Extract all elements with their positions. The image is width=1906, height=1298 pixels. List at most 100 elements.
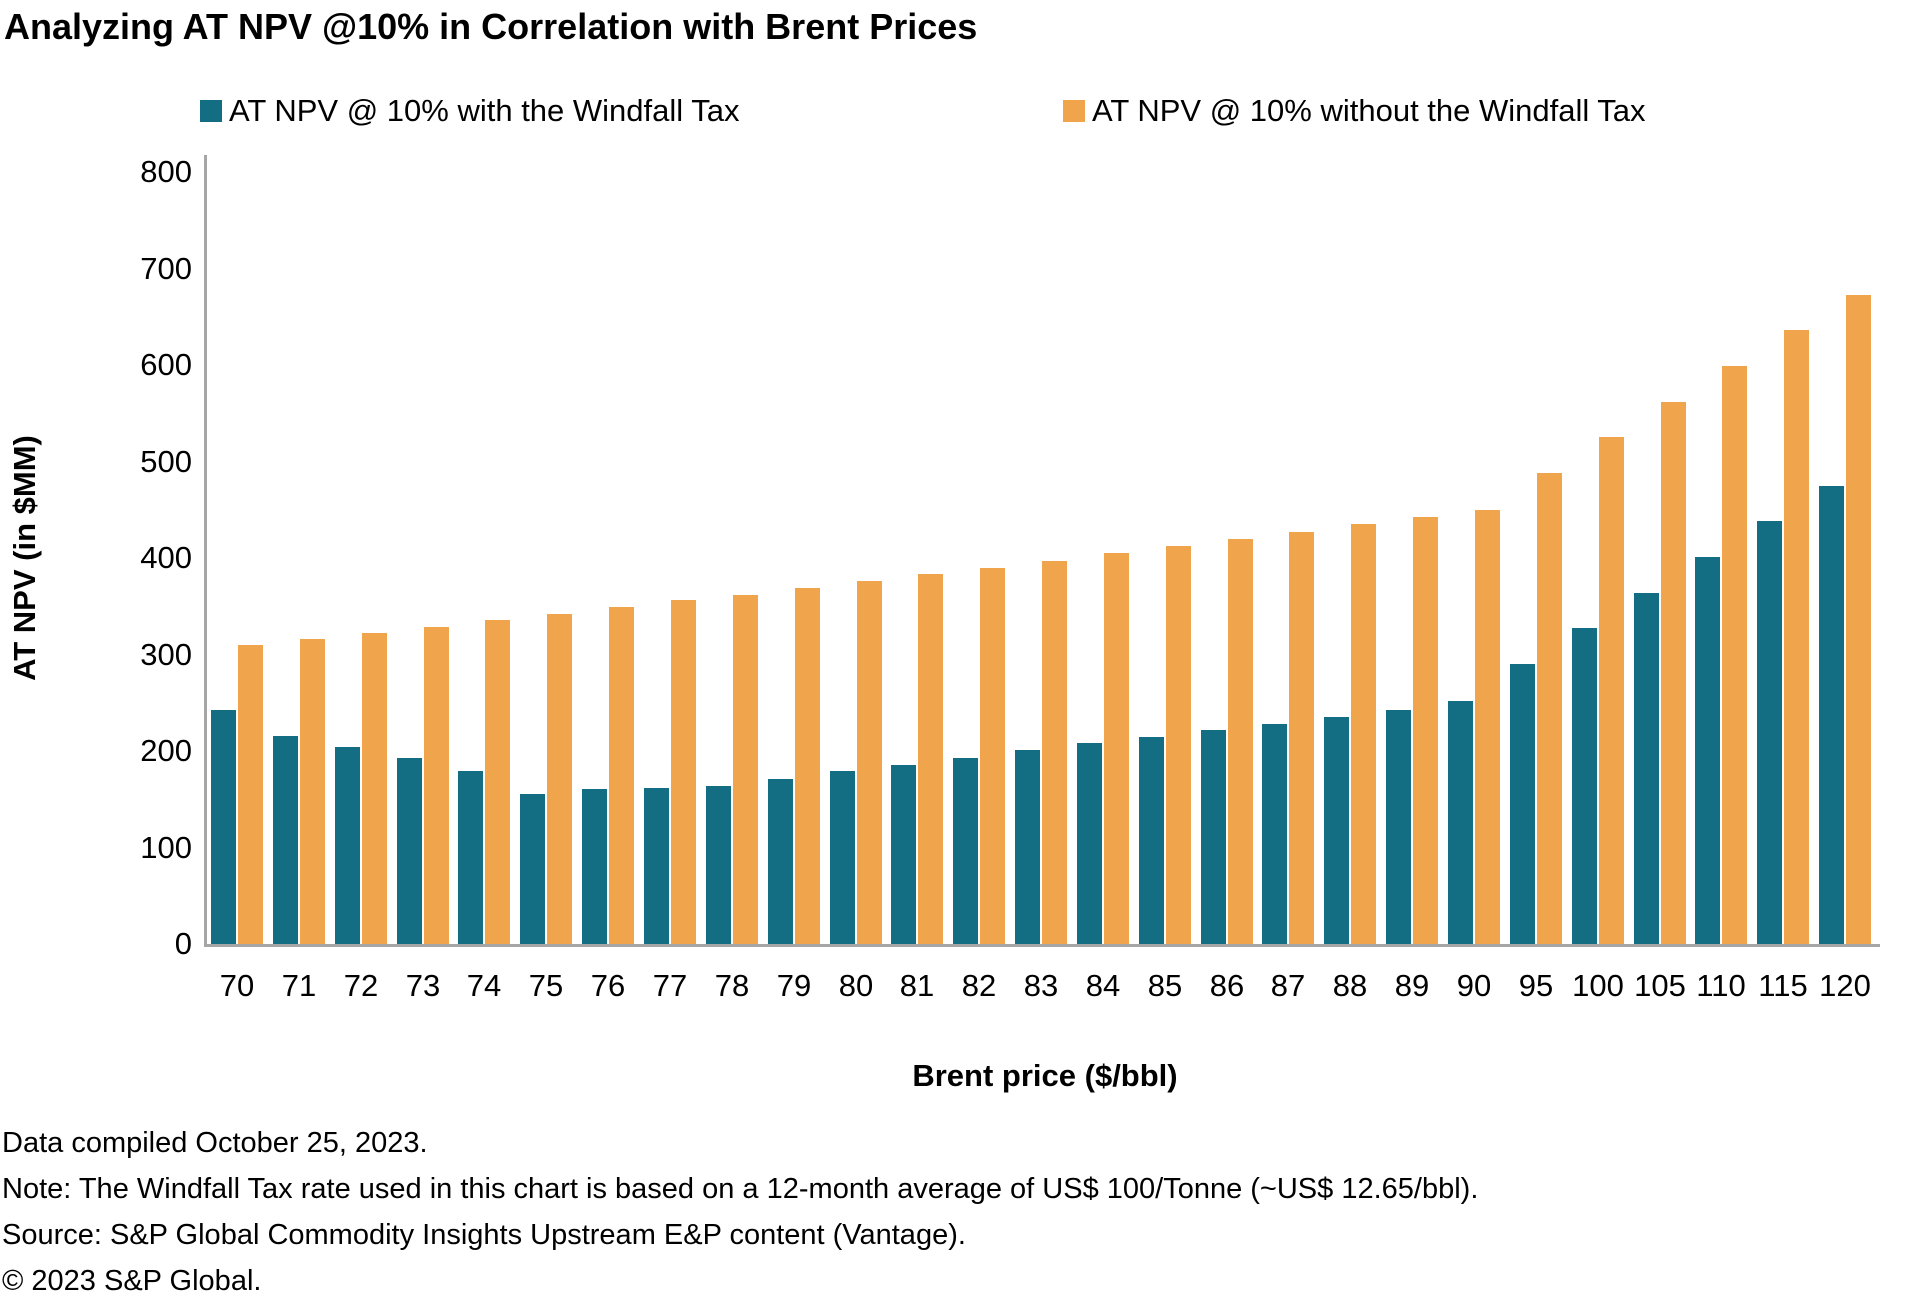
bar-without-tax-85 [1166,546,1191,944]
y-tick-300: 300 [140,637,192,672]
x-tick-82: 82 [961,968,997,1003]
legend-item-without-tax: AT NPV @ 10% without the Windfall Tax [1063,93,1646,128]
bar-without-tax-71 [300,639,325,944]
legend-label-with-tax: AT NPV @ 10% with the Windfall Tax [229,93,740,128]
bar-without-tax-75 [547,614,572,944]
x-tick-71: 71 [281,968,317,1003]
bar-without-tax-110 [1722,366,1747,944]
y-axis-line [204,155,207,947]
bar-with-tax-105 [1634,593,1659,944]
legend-item-with-tax: AT NPV @ 10% with the Windfall Tax [200,93,740,128]
bar-without-tax-77 [671,600,696,944]
footer-copyright: © 2023 S&P Global. [2,1265,262,1297]
bar-with-tax-110 [1695,557,1720,944]
x-tick-90: 90 [1456,968,1492,1003]
y-tick-500: 500 [140,444,192,479]
bar-with-tax-74 [458,771,483,944]
bar-without-tax-90 [1475,510,1500,944]
bar-without-tax-120 [1846,295,1871,944]
y-tick-100: 100 [140,830,192,865]
bar-without-tax-84 [1104,553,1129,944]
x-tick-95: 95 [1518,968,1554,1003]
chart-title: Analyzing AT NPV @10% in Correlation wit… [4,6,978,47]
footer-source: Source: S&P Global Commodity Insights Up… [2,1219,966,1251]
x-tick-100: 100 [1572,968,1624,1003]
y-tick-200: 200 [140,733,192,768]
x-tick-72: 72 [343,968,379,1003]
x-tick-88: 88 [1332,968,1368,1003]
bar-without-tax-87 [1289,532,1314,944]
x-tick-73: 73 [405,968,441,1003]
footer-notes: Data compiled October 25, 2023. Note: Th… [2,1120,1478,1298]
x-tick-77: 77 [652,968,688,1003]
bar-with-tax-83 [1015,750,1040,944]
x-tick-120: 120 [1819,968,1871,1003]
y-tick-600: 600 [140,347,192,382]
bar-without-tax-79 [795,588,820,944]
x-axis-baseline [204,944,1880,947]
bar-with-tax-87 [1262,724,1287,944]
bar-without-tax-80 [857,581,882,944]
bar-without-tax-86 [1228,539,1253,944]
bar-with-tax-115 [1757,521,1782,944]
bar-without-tax-100 [1599,437,1624,944]
bar-with-tax-84 [1077,743,1102,944]
bar-with-tax-80 [830,771,855,944]
x-tick-86: 86 [1209,968,1245,1003]
bar-with-tax-73 [397,758,422,944]
x-tick-70: 70 [219,968,255,1003]
x-tick-78: 78 [714,968,750,1003]
legend-swatch-with-tax [200,100,222,122]
x-tick-76: 76 [590,968,626,1003]
x-tick-74: 74 [466,968,502,1003]
bar-with-tax-90 [1448,701,1473,944]
bar-without-tax-73 [424,627,449,944]
x-tick-79: 79 [776,968,812,1003]
bar-with-tax-95 [1510,664,1535,944]
bar-without-tax-115 [1784,330,1809,944]
bar-with-tax-70 [211,710,236,944]
y-tick-400: 400 [140,540,192,575]
x-axis-title: Brent price ($/bbl) [912,1058,1178,1093]
bar-with-tax-79 [768,779,793,944]
bar-without-tax-70 [238,645,263,944]
bar-with-tax-77 [644,788,669,944]
legend: AT NPV @ 10% with the Windfall Tax AT NP… [0,93,1906,128]
bar-without-tax-95 [1537,473,1562,944]
y-axis-title: AT NPV (in $MM) [7,435,42,681]
y-tick-700: 700 [140,251,192,286]
x-tick-85: 85 [1147,968,1183,1003]
x-tick-83: 83 [1023,968,1059,1003]
bar-with-tax-88 [1324,717,1349,944]
x-tick-110: 110 [1696,968,1746,1003]
bar-without-tax-81 [918,574,943,944]
legend-label-without-tax: AT NPV @ 10% without the Windfall Tax [1092,93,1646,128]
bar-with-tax-82 [953,758,978,944]
bar-without-tax-83 [1042,561,1067,944]
bar-with-tax-86 [1201,730,1226,944]
y-tick-800: 800 [140,154,192,189]
bar-with-tax-71 [273,736,298,944]
bar-with-tax-72 [335,747,360,944]
bar-without-tax-88 [1351,524,1376,944]
bar-with-tax-75 [520,794,545,944]
x-tick-80: 80 [838,968,874,1003]
bar-without-tax-72 [362,633,387,944]
bar-without-tax-89 [1413,517,1438,944]
bar-with-tax-76 [582,789,607,944]
bar-with-tax-81 [891,765,916,944]
footer-note: Note: The Windfall Tax rate used in this… [2,1173,1479,1205]
y-tick-0: 0 [174,926,192,961]
x-tick-81: 81 [899,968,935,1003]
bar-with-tax-78 [706,786,731,944]
x-tick-75: 75 [528,968,564,1003]
bar-without-tax-74 [485,620,510,944]
bar-without-tax-76 [609,607,634,944]
x-tick-115: 115 [1758,968,1808,1003]
legend-swatch-without-tax [1063,100,1085,122]
bar-without-tax-82 [980,568,1005,944]
bar-with-tax-89 [1386,710,1411,944]
x-tick-84: 84 [1085,968,1121,1003]
x-tick-87: 87 [1270,968,1306,1003]
